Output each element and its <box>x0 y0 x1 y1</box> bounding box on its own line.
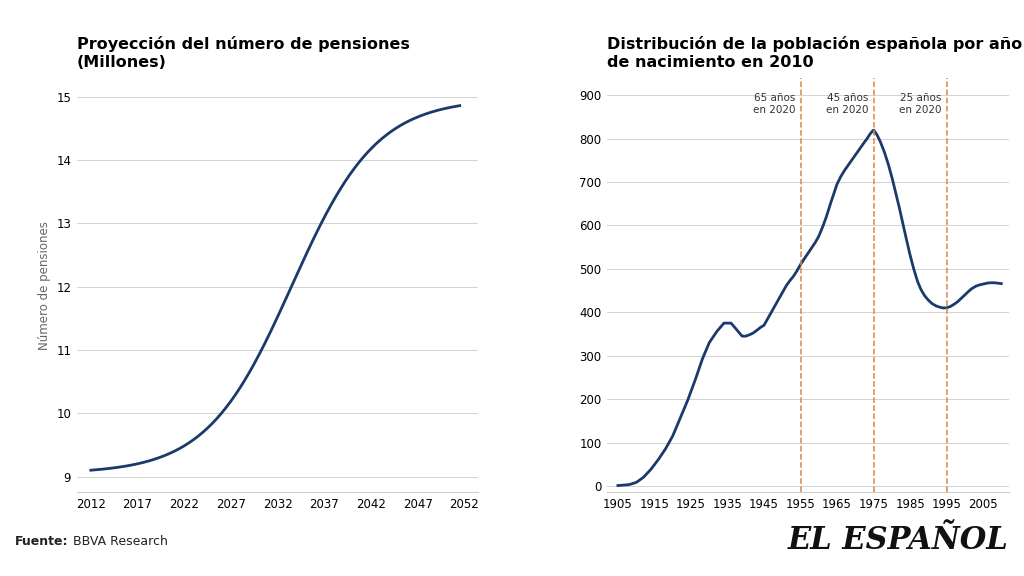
Text: Fuente:: Fuente: <box>15 535 69 548</box>
Text: Distribución de la población española por año
de nacimiento en 2010: Distribución de la población española po… <box>607 36 1022 70</box>
Text: 25 años
en 2020: 25 años en 2020 <box>899 93 941 115</box>
Text: Proyección del número de pensiones
(Millones): Proyección del número de pensiones (Mill… <box>77 36 410 70</box>
Text: BBVA Research: BBVA Research <box>69 535 168 548</box>
Text: EL ESPAÑOL: EL ESPAÑOL <box>787 525 1009 556</box>
Text: 65 años
en 2020: 65 años en 2020 <box>753 93 795 115</box>
Y-axis label: Número de pensiones: Número de pensiones <box>38 221 51 350</box>
Text: 45 años
en 2020: 45 años en 2020 <box>825 93 868 115</box>
